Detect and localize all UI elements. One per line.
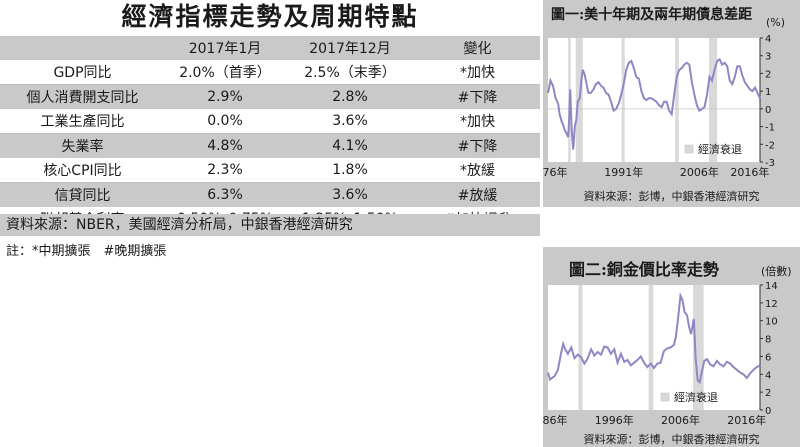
y-tick-label: 8: [765, 335, 771, 346]
plot-area: [548, 285, 760, 410]
y-tick-label: 12: [765, 299, 778, 310]
recession-band: [693, 285, 704, 410]
chart-title: 圖二:銅金價比率走勢: [569, 260, 719, 279]
legend-swatch: [684, 144, 694, 154]
table-header-cell: [0, 36, 165, 61]
table-header-cell: 變化: [415, 36, 540, 61]
cell-dec: 3.6%: [285, 182, 415, 208]
recession-band: [675, 38, 679, 162]
indicator-table: 2017年1月 2017年12月 變化 GDP同比 2.0%（首季） 2.5%（…: [0, 36, 540, 232]
cell-dec: 3.6%: [285, 109, 415, 134]
x-tick-label: 2006年: [680, 165, 719, 179]
y-tick-label: -3: [765, 158, 775, 169]
series-line: [547, 291, 761, 385]
x-tick-label: 2006年: [661, 413, 700, 427]
chart-source: 資料來源：彭博，中銀香港經濟研究: [583, 433, 760, 446]
chart-title: 圖一:美十年期及兩年期債息差距: [551, 7, 753, 23]
table-row: 工業生產同比 0.0% 3.6% *加快: [0, 109, 540, 134]
table-row: 核心CPI同比 2.3% 1.8% *放緩: [0, 158, 540, 183]
cell-dec: 2.5%（末季）: [285, 60, 415, 85]
cell-jan: 2.3%: [165, 158, 285, 183]
row-label: 個人消費開支同比: [0, 84, 165, 110]
x-tick-label: 2016年: [730, 165, 769, 179]
y-tick-label: 6: [765, 352, 771, 363]
table-row: 個人消費開支同比 2.9% 2.8% #下降: [0, 84, 540, 110]
row-label: 失業率: [0, 133, 165, 159]
chart-unit: (%): [766, 16, 786, 29]
recession-band: [578, 285, 583, 410]
row-label: 工業生產同比: [0, 109, 165, 134]
y-tick-label: 2: [765, 69, 771, 80]
cell-change: *放緩: [415, 158, 540, 183]
row-label: 信貸同比: [0, 182, 165, 208]
y-tick-label: 0: [765, 105, 771, 116]
table-header-cell: 2017年1月: [165, 36, 285, 61]
cell-jan: 0.0%: [165, 109, 285, 134]
cell-change: *加快: [415, 60, 540, 85]
table-note: 註：*中期擴張 #晚期擴張: [6, 244, 167, 259]
table-header-cell: 2017年12月: [285, 36, 415, 61]
cell-jan: 6.3%: [165, 182, 285, 208]
x-tick-label: 1991年: [604, 165, 643, 179]
y-tick-label: 10: [765, 317, 778, 328]
row-label: 核心CPI同比: [0, 158, 165, 183]
y-tick-label: 3: [765, 52, 771, 63]
table-source: 資料來源：NBER，美國經濟分析局，中銀香港經濟研究: [0, 214, 540, 236]
y-tick-label: 1: [765, 87, 771, 98]
table-row: 失業率 4.8% 4.1% #下降: [0, 133, 540, 159]
legend-swatch: [660, 392, 670, 402]
cell-dec: 4.1%: [285, 133, 415, 159]
cell-change: #放緩: [415, 182, 540, 208]
page-title: 經濟指標走勢及周期特點: [121, 2, 419, 31]
y-tick-label: 2: [765, 388, 771, 399]
yield-spread-chart: -3 -2 -1 0 1 2 3 4 1976年 1991年 2006年 2016年 經濟衰退: [543, 34, 775, 179]
cell-jan: 2.9%: [165, 84, 285, 110]
x-tick-label: 2016年: [727, 413, 766, 427]
table-row: GDP同比 2.0%（首季） 2.5%（末季） *加快: [0, 60, 540, 85]
cell-change: #下降: [415, 84, 540, 110]
y-tick-label: -1: [765, 123, 775, 134]
cell-jan: 4.8%: [165, 133, 285, 159]
cell-change: *加快: [415, 109, 540, 134]
chart-source: 資料來源：彭博，中銀香港經濟研究: [583, 190, 760, 203]
legend-label: 經濟衰退: [698, 142, 742, 156]
row-label: GDP同比: [0, 60, 165, 85]
y-tick-label: 0: [765, 406, 771, 417]
cell-dec: 2.8%: [285, 84, 415, 110]
y-tick-label: -2: [765, 140, 775, 151]
x-tick-label: 1986年: [543, 413, 568, 427]
cell-dec: 1.8%: [285, 158, 415, 183]
recession-band: [621, 38, 625, 162]
x-tick-label: 1976年: [543, 165, 568, 179]
y-tick-label: 14: [765, 281, 778, 292]
chart-panel-yield-spread: 圖一:美十年期及兩年期債息差距 (%) -3 -2 -1 0 1 2 3 4 1976年 1991…: [543, 0, 800, 207]
chart-panel-copper-gold: 圖二:銅金價比率走勢 (倍數) 0 2 4 6 8 10 12 14 1986年 1996年 200…: [543, 247, 800, 447]
table-header-row: 2017年1月 2017年12月 變化: [0, 36, 540, 61]
series-line: [547, 57, 761, 150]
chart-unit: (倍數): [761, 265, 792, 278]
y-tick-label: 4: [765, 34, 771, 45]
legend-label: 經濟衰退: [674, 390, 718, 404]
recession-band: [648, 285, 654, 410]
cell-change: #下降: [415, 133, 540, 159]
x-tick-label: 1996年: [595, 413, 634, 427]
y-tick-label: 4: [765, 370, 771, 381]
table-row: 信貸同比 6.3% 3.6% #放緩: [0, 182, 540, 208]
recession-band: [709, 38, 718, 162]
cell-jan: 2.0%（首季）: [165, 60, 285, 85]
